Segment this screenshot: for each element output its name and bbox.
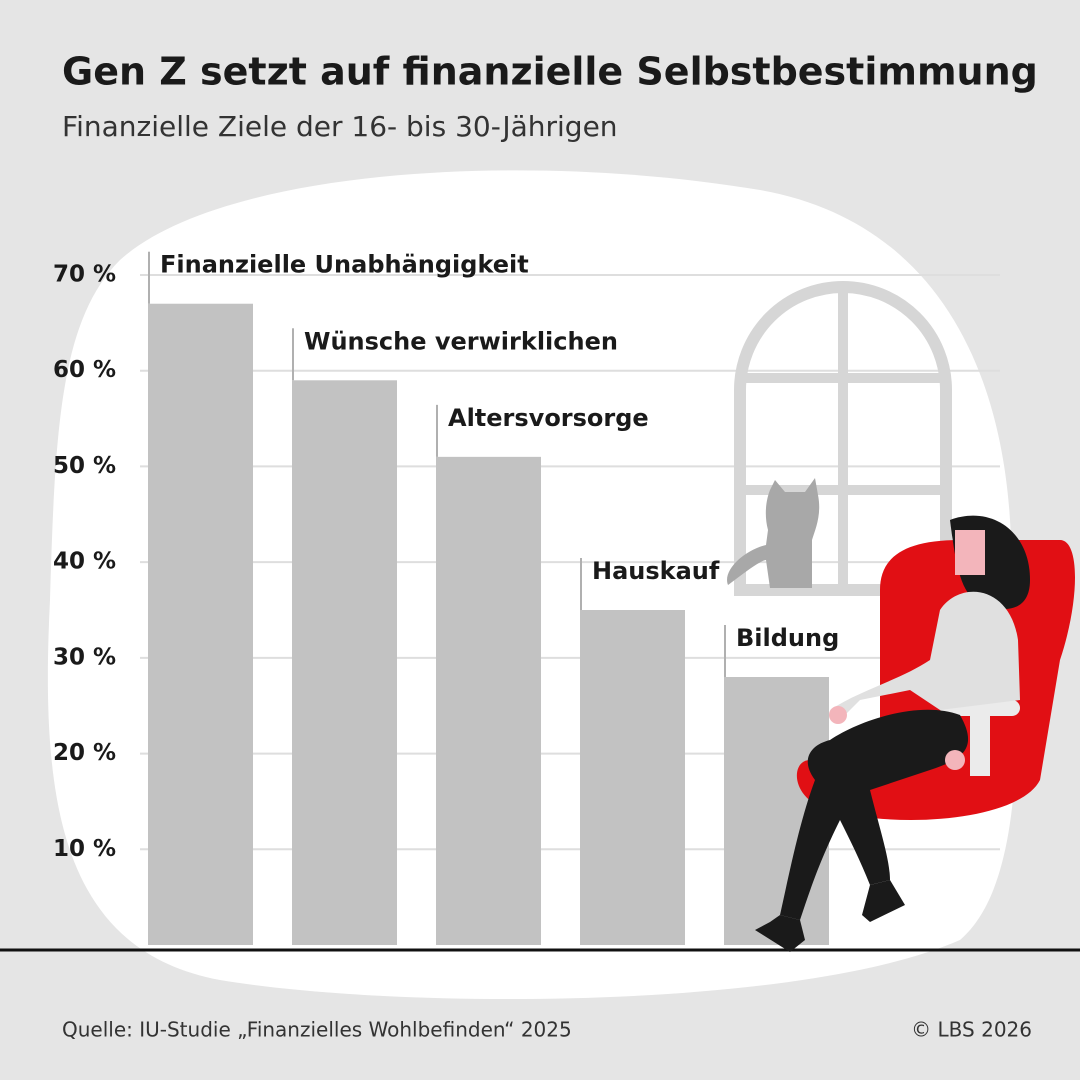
woman-shoe (862, 880, 905, 922)
y-tick-label: 10 % (53, 836, 116, 862)
woman-hand (829, 706, 847, 724)
chart-subtitle: Finanzielle Ziele der 16- bis 30-Jährige… (62, 110, 618, 143)
bar (580, 610, 685, 945)
y-tick-label: 30 % (53, 644, 116, 670)
y-tick-label: 70 % (53, 262, 116, 288)
illustration (727, 281, 1075, 952)
woman-legs (780, 709, 969, 920)
bar (148, 303, 253, 945)
category-label: Bildung (736, 624, 839, 652)
category-label: Wünsche verwirklichen (304, 327, 618, 355)
bar (436, 456, 541, 945)
bar (292, 380, 397, 945)
chair-arm (970, 716, 990, 776)
woman-top (830, 591, 1020, 720)
y-tick-label: 40 % (53, 549, 116, 575)
source: Quelle: IU-Studie „Finanzielles Wohlbefi… (62, 1018, 572, 1042)
woman-shoe (755, 915, 805, 952)
window-sill (735, 586, 955, 594)
woman-hand (945, 750, 965, 770)
category-label: Altersvorsorge (448, 404, 649, 432)
category-label: Hauskauf (592, 557, 720, 585)
y-tick-label: 50 % (53, 453, 116, 479)
copyright: © LBS 2026 (911, 1018, 1032, 1042)
woman-face (955, 530, 985, 575)
window-frame (734, 281, 952, 596)
cat (727, 478, 820, 588)
y-tick-label: 20 % (53, 740, 116, 766)
y-tick-label: 60 % (53, 357, 116, 383)
category-label: Finanzielle Unabhängigkeit (160, 251, 529, 279)
chart-title: Gen Z setzt auf finanzielle Selbstbestim… (62, 50, 1038, 94)
